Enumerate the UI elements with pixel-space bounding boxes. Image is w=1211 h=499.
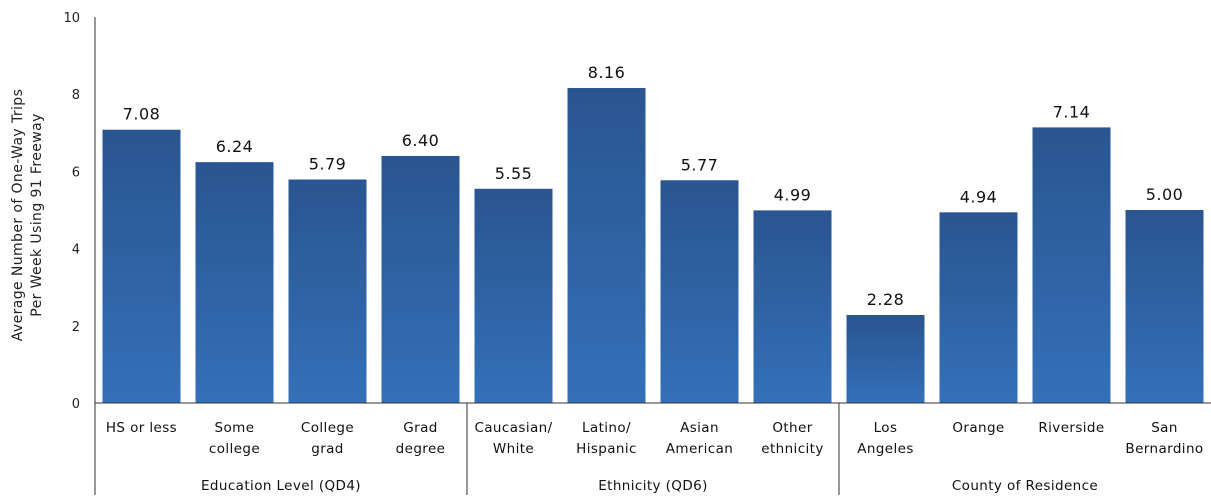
category-label: Angeles [857, 441, 914, 457]
category-label: Hispanic [576, 441, 637, 457]
bar [474, 188, 553, 403]
bar [660, 180, 739, 403]
bar [753, 210, 832, 403]
value-labels: 7.08 6.24 5.79 6.40 5.55 8.16 5.77 4.99 2.28 4.94… [123, 63, 1184, 309]
category-label: Riverside [1038, 420, 1104, 436]
bar-value-label: 5.79 [309, 155, 347, 174]
y-axis-label: Average Number of One-Way Trips Per Week … [10, 89, 45, 342]
bar-value-label: 5.00 [1146, 185, 1184, 204]
bar [1125, 210, 1204, 403]
category-label: HS or less [106, 420, 177, 436]
group-label: Ethnicity (QD6) [598, 478, 708, 494]
category-labels: HS or less Some college College grad Grad degr… [106, 420, 1203, 457]
category-label: ethnicity [761, 441, 824, 457]
y-tick-label: 10 [63, 11, 80, 26]
group-labels: Education Level (QD4) Ethnicity (QD6) Coun… [201, 478, 1098, 494]
category-label: Orange [952, 420, 1004, 436]
category-label: Latino/ [582, 420, 631, 436]
bar [567, 88, 646, 404]
x-axis [95, 402, 1211, 495]
bar-value-label: 6.40 [402, 131, 440, 150]
bar-value-label: 4.99 [774, 185, 812, 204]
bar [381, 155, 460, 403]
y-axis-title-line: Average Number of One-Way Trips [10, 89, 26, 342]
category-label: degree [396, 441, 446, 457]
category-label: Other [772, 420, 812, 436]
category-label: Some [215, 420, 255, 436]
bar-value-label: 5.77 [681, 155, 719, 174]
y-tick-label: 8 [72, 88, 80, 103]
bar-value-label: 6.24 [216, 137, 254, 156]
bar-value-label: 2.28 [867, 290, 905, 309]
category-label: college [209, 441, 260, 457]
bar-value-label: 8.16 [588, 63, 626, 82]
bar [102, 129, 181, 403]
bars [102, 88, 1204, 404]
category-label: College [301, 420, 354, 436]
y-tick-label: 2 [72, 320, 80, 335]
y-tick-label: 4 [72, 243, 80, 258]
bar-value-label: 5.55 [495, 164, 533, 183]
bar-value-label: 7.08 [123, 105, 161, 124]
category-label: Grad [403, 420, 437, 436]
bar [288, 179, 367, 403]
bar [195, 162, 274, 403]
bar-value-label: 4.94 [960, 187, 998, 206]
category-label: Caucasian/ [474, 420, 552, 436]
category-label: White [493, 441, 534, 457]
bar-value-label: 7.14 [1053, 102, 1091, 121]
category-label: American [666, 441, 733, 457]
category-label: San [1151, 420, 1178, 436]
group-label: Education Level (QD4) [201, 478, 361, 494]
y-tick-label: 0 [72, 397, 80, 412]
category-label: Bernardino [1125, 441, 1203, 457]
category-label: Asian [680, 420, 719, 436]
bar [1032, 127, 1111, 404]
y-axis-ticks: 0 2 4 6 8 10 [63, 11, 96, 495]
category-label: grad [311, 441, 344, 457]
y-tick-label: 6 [72, 165, 80, 180]
group-label: County of Residence [952, 478, 1098, 494]
y-axis-title-line: Per Week Using 91 Freeway [29, 113, 45, 317]
category-label: Los [874, 420, 898, 436]
bar [939, 212, 1018, 403]
bar [846, 314, 925, 403]
